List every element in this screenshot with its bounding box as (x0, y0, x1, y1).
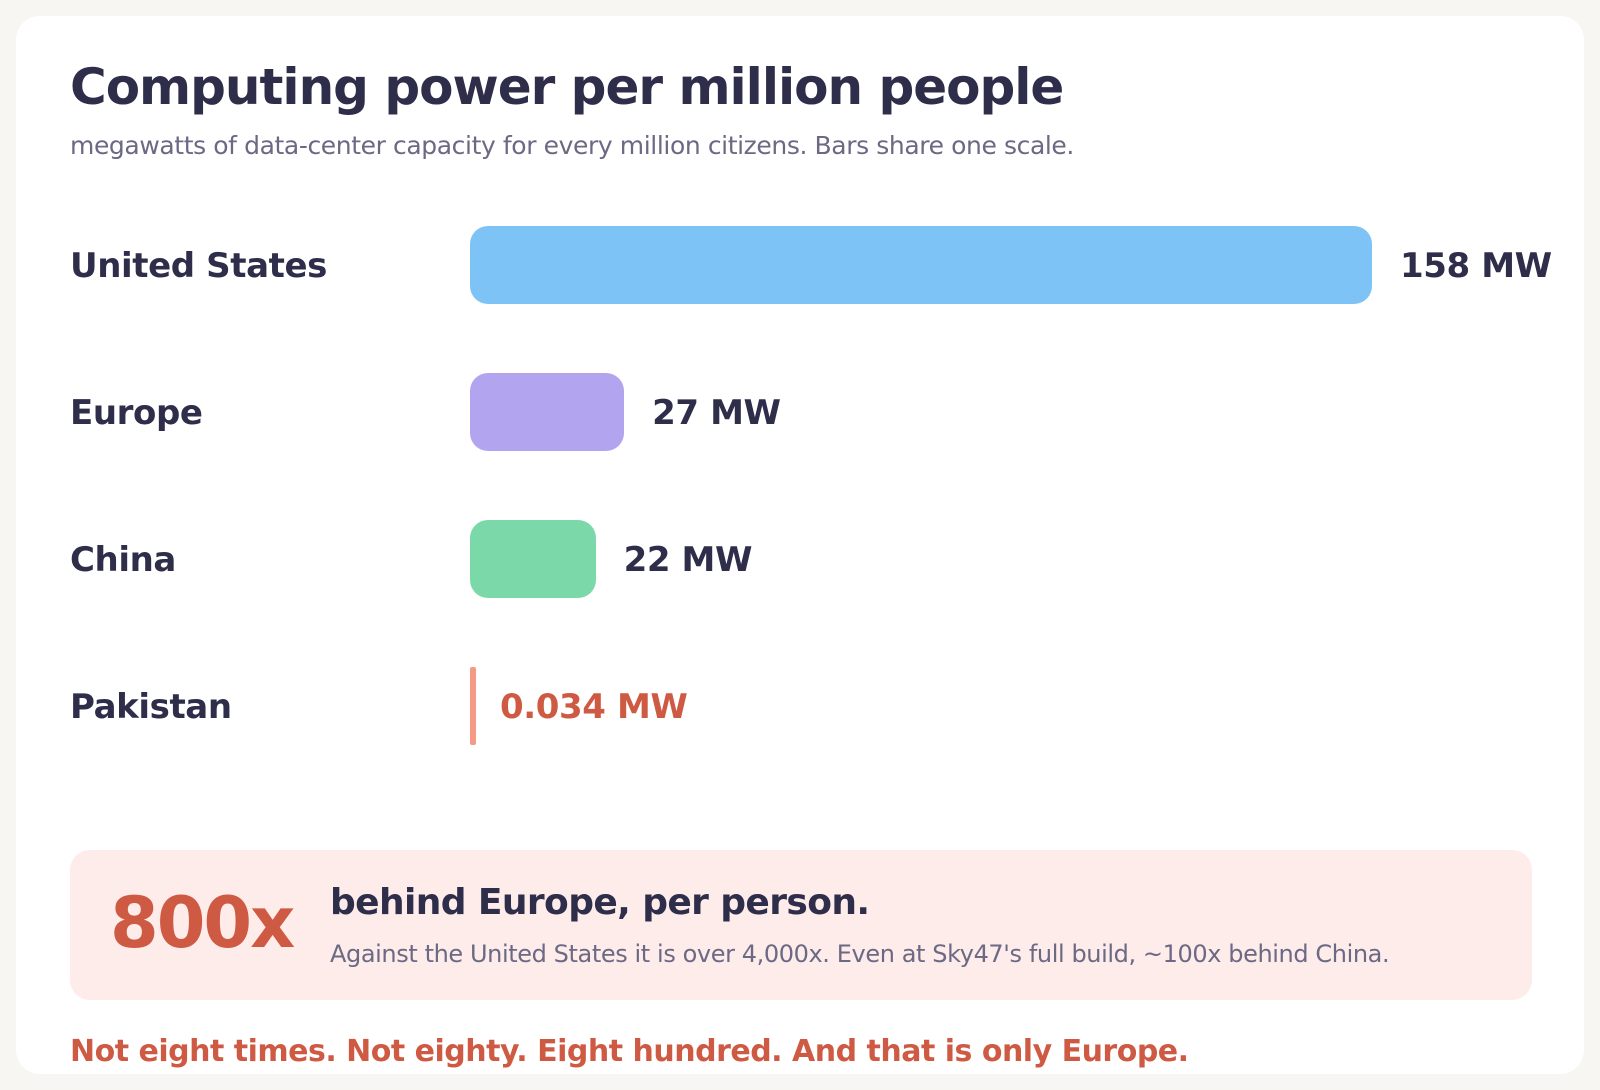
value-label: 158 MW (1400, 246, 1552, 286)
value-label: 0.034 MW (500, 687, 688, 727)
callout-detail: Against the United States it is over 4,0… (330, 940, 1390, 968)
chart-subtitle: megawatts of data-center capacity for ev… (70, 131, 1074, 160)
footer-note: Not eight times. Not eighty. Eight hundr… (70, 1034, 1189, 1069)
chart-title: Computing power per million people (70, 58, 1064, 116)
bar-row: Pakistan 0.034 MW (0, 667, 1600, 747)
callout-box: 800x behind Europe, per person. Against … (70, 850, 1532, 1000)
value-label: 22 MW (623, 540, 753, 580)
bar-row: Europe 27 MW (0, 373, 1600, 453)
bar (470, 520, 596, 598)
category-label: Pakistan (70, 687, 232, 727)
callout-multiplier: 800x (110, 882, 295, 964)
category-label: United States (70, 246, 327, 286)
bar (470, 373, 625, 451)
value-label: 27 MW (652, 393, 781, 433)
bar-row: China 22 MW (0, 520, 1600, 600)
bar-chart: United States 158 MW Europe 27 MW China 22 MW… (0, 226, 1600, 747)
bar (470, 226, 1372, 304)
category-label: Europe (70, 393, 203, 433)
callout-headline: behind Europe, per person. (330, 882, 870, 923)
bar-row: United States 158 MW (0, 226, 1600, 306)
bar (470, 667, 476, 745)
category-label: China (70, 540, 176, 580)
